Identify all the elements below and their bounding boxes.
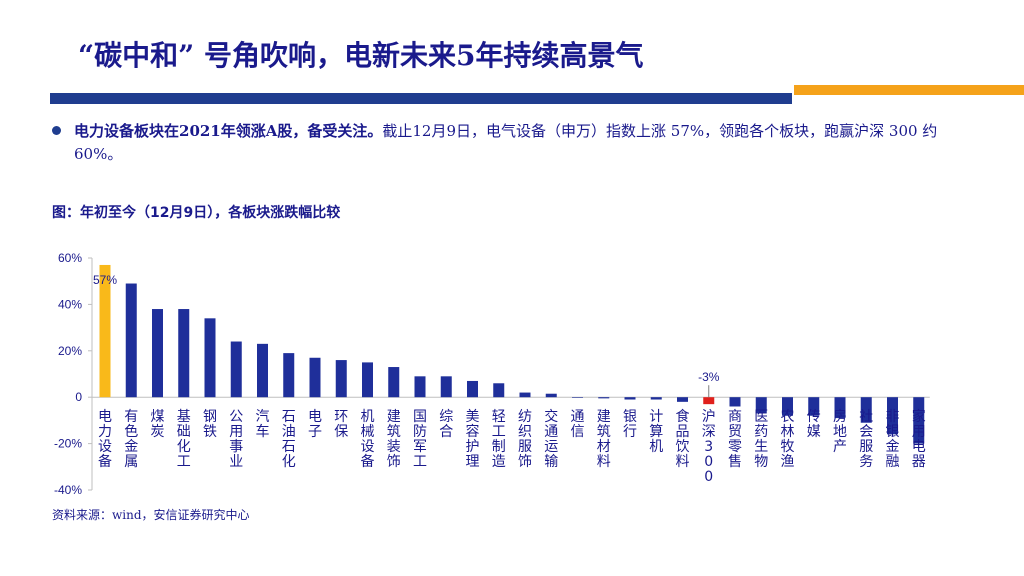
source-note: 资料来源：wind，安信证券研究中心 (52, 508, 250, 522)
category-label: 机械设备 (361, 409, 375, 470)
y-tick-label: 60% (58, 251, 82, 265)
bullet-body-text: 截止12月9日，电气设备（申万）指数上涨 57%，领跑各个板块，跑赢沪深 300… (74, 122, 938, 163)
y-tick-label: -40% (54, 483, 82, 497)
bar (808, 397, 820, 416)
category-label: 纺织服饰 (518, 409, 532, 470)
category-label: 家用电器 (912, 408, 926, 470)
category-label: 基础化工 (177, 408, 191, 470)
category-label: 银行 (623, 409, 637, 440)
category-label: 轻工制造 (492, 409, 506, 470)
category-label: 煤炭 (151, 409, 165, 440)
category-label: 社会服务 (859, 409, 873, 470)
data-label: -3% (698, 370, 720, 384)
category-label: 公用事业 (229, 409, 243, 470)
bar (860, 397, 872, 423)
data-label: 57% (93, 273, 117, 287)
category-label: 环保 (334, 409, 348, 440)
category-label: 有色金属 (124, 409, 138, 470)
category-label: 建筑装饰 (387, 409, 401, 470)
category-label: 国防军工 (413, 409, 427, 470)
category-label: 商贸零售 (728, 409, 742, 470)
y-tick-label: -20% (54, 437, 82, 451)
bar (204, 318, 216, 398)
bar (440, 376, 452, 398)
category-label: 传媒 (807, 409, 821, 440)
bar (335, 360, 347, 398)
bar (283, 353, 295, 398)
bar (125, 283, 137, 398)
bar (152, 309, 163, 398)
bar (99, 264, 111, 398)
bar (572, 397, 583, 398)
category-label: 电力设备 (98, 409, 112, 470)
bar (230, 341, 242, 398)
y-tick-label: 20% (58, 344, 82, 358)
bar (650, 397, 662, 400)
bar (493, 383, 505, 398)
bullet-bold-text: 电力设备板块在2021年领涨A股，备受关注。 (74, 122, 383, 140)
bar (677, 397, 688, 402)
bar (309, 357, 321, 398)
category-label: 美容护理 (466, 409, 480, 470)
bar (388, 367, 400, 398)
category-label: 电子 (308, 409, 322, 440)
bar (257, 343, 268, 398)
bar (598, 397, 610, 399)
category-label: 计算机 (649, 409, 663, 455)
bar (703, 397, 715, 405)
category-label: 沪深 3 0 0 (702, 409, 716, 485)
bar (729, 397, 741, 407)
figure-title: 图：年初至今（12月9日），各板块涨跌幅比较 (52, 205, 341, 221)
y-tick-label: 40% (58, 297, 82, 311)
bar (913, 397, 925, 444)
category-label: 钢铁 (203, 409, 217, 440)
category-label: 非银金融 (886, 409, 900, 470)
category-label: 农林牧渔 (781, 409, 795, 470)
slide-title: “碳中和” 号角吹响，电新未来5年持续高景气 (78, 39, 644, 72)
category-label: 食品饮料 (676, 408, 690, 470)
bar (414, 376, 426, 398)
bar (545, 393, 557, 398)
category-label: 医药生物 (754, 409, 768, 470)
bar (624, 397, 636, 400)
title-underline-blue (50, 93, 792, 104)
bar (755, 397, 767, 414)
category-label: 建筑材料 (597, 409, 611, 470)
bullet-icon (52, 126, 61, 135)
bar (834, 397, 846, 419)
category-label: 通信 (571, 409, 585, 440)
category-label: 综合 (439, 409, 453, 440)
bar (467, 380, 478, 398)
bar (178, 309, 190, 398)
category-label: 交通运输 (544, 408, 558, 470)
category-label: 石油石化 (282, 409, 296, 470)
bar (519, 392, 531, 398)
bar (887, 397, 898, 435)
y-tick-label: 0 (75, 390, 82, 404)
bar (782, 397, 793, 416)
title-underline-orange (794, 85, 1024, 95)
category-label: 汽车 (256, 409, 270, 440)
bar-chart: 60% 40% 20% 0 -20% -40% 电力设备有色金属煤炭基础化工钢铁公用事业汽车… (54, 251, 930, 497)
bar (362, 362, 373, 398)
bullet-paragraph: 电力设备板块在2021年领涨A股，备受关注。截止12月9日，电气设备（申万）指数… (74, 120, 974, 166)
category-label: 房地产 (833, 409, 847, 455)
